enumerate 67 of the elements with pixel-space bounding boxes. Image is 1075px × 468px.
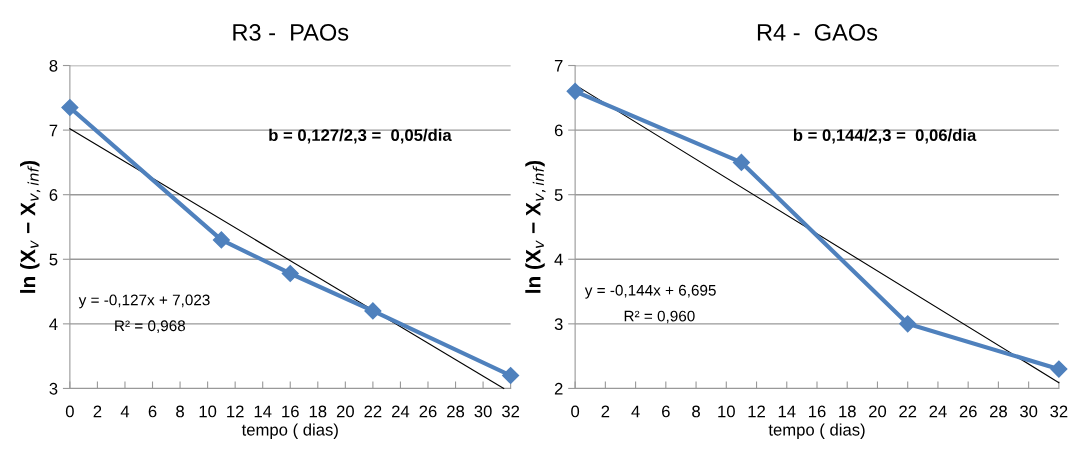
y-tick-label: 7	[49, 124, 58, 137]
x-tick-label: 24	[929, 405, 947, 418]
point	[212, 231, 230, 249]
point	[1050, 360, 1068, 378]
x-tick-label: 20	[336, 405, 354, 418]
x-tick-label: 22	[899, 405, 917, 418]
y-tick-label: 6	[49, 189, 58, 201]
y-tick-label: 6	[554, 124, 563, 137]
x-tick-label: 12	[748, 405, 765, 418]
x-tick-label: 28	[989, 405, 1007, 418]
x-tick-label: 10	[718, 405, 735, 418]
x-tick-label: 8	[692, 405, 700, 418]
point	[502, 366, 520, 385]
x-tick-label: 32	[501, 405, 520, 418]
point	[899, 315, 917, 333]
x-tick-label: 30	[474, 405, 492, 418]
annotation: y = -0,127x + 7,023	[78, 294, 210, 309]
x-tick-label: 4	[631, 405, 640, 418]
y-tick-label: 5	[49, 253, 58, 266]
x-tick-label: 14	[254, 405, 272, 418]
x-tick-label: 2	[601, 405, 610, 418]
x-tick-label: 26	[959, 405, 977, 418]
chart-title: R4 - GAOs	[757, 24, 878, 41]
annotation: R² = 0,968	[115, 320, 186, 333]
y-axis-title: ln (X$_{v}$ − X$_{v,inf}$)	[525, 160, 546, 293]
annotation: y = -0,144x + 6,695	[584, 284, 716, 299]
x-tick-label: 32	[1050, 405, 1068, 418]
x-tick-label: 10	[199, 405, 217, 418]
x-tick-label: 6	[148, 405, 157, 418]
chart-title: R3 - PAOs	[233, 24, 349, 41]
y-axis-title: ln (X$_{v}$ − X$_{v,inf}$)	[20, 160, 41, 293]
x-tick-label: 0	[571, 405, 580, 418]
x-tick-label: 0	[65, 405, 74, 418]
annotation: R² = 0,960	[624, 310, 695, 324]
x-axis-title: tempo ( dias)	[768, 423, 865, 439]
point	[61, 98, 79, 117]
x-tick-label: 18	[839, 405, 856, 418]
y-tick-label: 8	[49, 59, 58, 72]
y-tick-label: 4	[554, 253, 563, 266]
x-tick-label: 12	[227, 405, 244, 418]
y-tick-label: 5	[554, 189, 563, 201]
x-tick-label: 28	[447, 405, 465, 418]
x-tick-label: 18	[309, 405, 327, 418]
point	[364, 302, 382, 320]
y-tick-label: 2	[554, 382, 563, 395]
x-tick-label: 26	[419, 405, 437, 418]
x-tick-label: 4	[120, 405, 130, 418]
point	[281, 264, 299, 283]
annotation: b = 0,127/2,3 = 0,05/dia	[269, 128, 452, 144]
x-tick-label: 6	[662, 405, 670, 418]
x-tick-label: 24	[392, 405, 410, 418]
x-tick-label: 16	[282, 405, 299, 418]
x-axis-title: tempo ( dias)	[241, 423, 338, 439]
y-tick-label: 3	[49, 382, 58, 395]
x-tick-label: 30	[1020, 405, 1038, 418]
y-tick-label: 3	[554, 318, 563, 331]
point	[732, 153, 750, 171]
x-tick-label: 20	[869, 405, 887, 418]
x-tick-label: 16	[809, 405, 826, 418]
x-tick-label: 2	[93, 405, 102, 418]
point	[566, 82, 584, 100]
x-tick-label: 14	[778, 405, 796, 418]
x-tick-label: 22	[364, 405, 382, 418]
annotation: b = 0,144/2,3 = 0,06/dia	[793, 128, 977, 144]
x-tick-label: 8	[176, 405, 184, 418]
y-tick-label: 7	[554, 60, 563, 72]
y-tick-label: 4	[49, 318, 58, 330]
